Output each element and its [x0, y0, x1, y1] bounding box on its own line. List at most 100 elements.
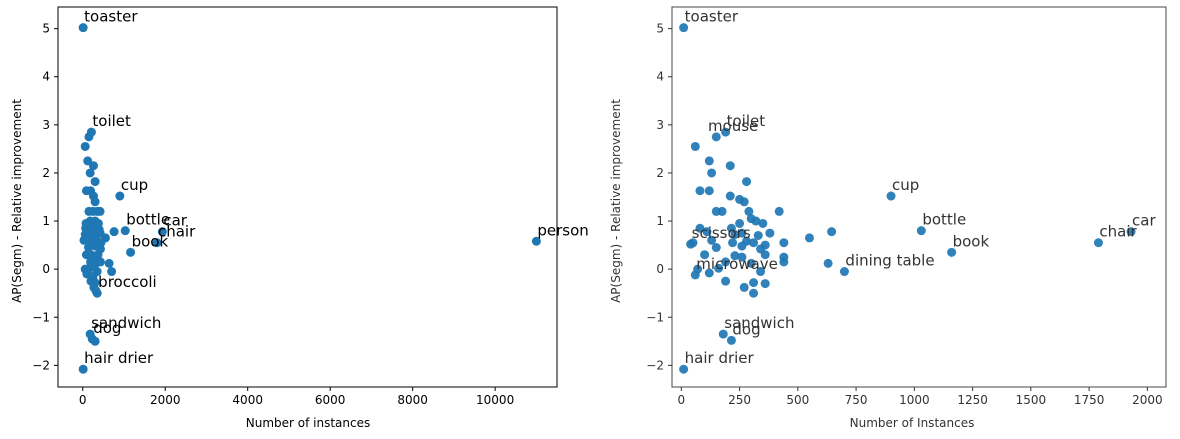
data-point: [737, 241, 747, 251]
point-annotation: hair drier: [685, 349, 755, 367]
plot-frame: [57, 6, 558, 388]
point-annotation: book: [953, 232, 990, 250]
data-point: [742, 177, 752, 187]
data-point: [115, 191, 125, 201]
data-point: [725, 161, 735, 171]
data-point: [756, 267, 766, 277]
x-tick-label: 2000: [150, 393, 181, 407]
x-tick-label: 2000: [1132, 393, 1163, 407]
point-annotation: toilet: [727, 112, 766, 130]
x-axis-label: Number of instances: [246, 416, 371, 430]
data-point: [707, 235, 717, 245]
data-point: [779, 238, 789, 248]
data-point: [760, 250, 770, 260]
x-tick-label: 6000: [315, 393, 346, 407]
data-point: [765, 228, 775, 238]
data-point: [737, 252, 747, 262]
y-tick-label: 1: [656, 214, 664, 228]
data-point: [746, 258, 756, 268]
point-annotation: chair: [1099, 223, 1137, 241]
data-point: [690, 270, 700, 280]
data-point: [839, 267, 849, 277]
y-tick-label: 2: [42, 166, 50, 180]
data-point: [707, 168, 717, 178]
data-point: [947, 247, 957, 257]
point-annotation: book: [132, 232, 169, 250]
data-point: [827, 227, 837, 237]
data-point: [126, 247, 136, 257]
y-tick-label: 3: [42, 118, 50, 132]
data-point: [100, 233, 110, 243]
data-point: [735, 218, 745, 228]
data-point: [702, 227, 712, 237]
point-annotation: dog: [93, 319, 121, 337]
point-annotation: bottle: [126, 211, 170, 229]
data-point: [109, 227, 119, 237]
y-tick-label: 0: [42, 262, 50, 276]
data-point: [744, 206, 754, 216]
data-point: [695, 223, 705, 233]
data-point: [1126, 227, 1136, 237]
data-point: [823, 258, 833, 268]
data-point: [730, 251, 740, 261]
data-point: [749, 238, 759, 248]
data-point: [152, 238, 162, 248]
y-tick-label: 2: [656, 166, 664, 180]
data-point: [739, 197, 749, 207]
data-point: [737, 228, 747, 238]
data-point: [774, 206, 784, 216]
x-tick-label: 1250: [957, 393, 988, 407]
data-point: [726, 335, 736, 345]
data-point: [93, 250, 103, 260]
data-point: [686, 239, 696, 249]
data-point: [749, 288, 759, 298]
data-point: [78, 364, 88, 374]
chart-right: Number of Instances AP(Segm) - Relative …: [609, 6, 1167, 430]
x-axis-label: Number of Instances: [850, 416, 975, 430]
y-tick-label: −2: [32, 358, 50, 372]
data-point: [721, 127, 731, 137]
point-annotation: chair: [158, 223, 196, 241]
point-annotation: dining table: [845, 252, 934, 270]
data-point: [531, 236, 541, 246]
point-annotation: bottle: [922, 211, 966, 229]
point-annotation: toaster: [685, 8, 739, 26]
y-tick-label: 4: [656, 70, 664, 84]
data-point: [85, 168, 95, 178]
data-point: [104, 258, 114, 268]
chart-left: Number of instances AP(Segm) - Relative …: [10, 6, 589, 430]
data-point: [679, 364, 689, 374]
x-tick-label: 0: [79, 393, 87, 407]
data-point: [804, 233, 814, 243]
y-tick-label: −2: [646, 358, 664, 372]
data-point: [704, 268, 714, 278]
data-point: [753, 230, 763, 240]
y-tick-label: 0: [656, 262, 664, 276]
data-point: [751, 216, 761, 226]
data-point: [721, 257, 731, 267]
point-annotation: person: [537, 221, 588, 239]
data-point: [679, 23, 689, 33]
x-tick-label: 10000: [476, 393, 514, 407]
point-annotation: scissors: [692, 224, 751, 242]
data-point: [714, 263, 724, 273]
plot-frame: [671, 6, 1167, 388]
point-annotation: car: [1132, 212, 1156, 230]
y-tick-label: 4: [42, 70, 50, 84]
data-point: [88, 161, 98, 171]
data-point: [758, 218, 768, 228]
data-point: [1093, 238, 1103, 248]
data-point: [711, 132, 721, 142]
x-tick-label: 8000: [397, 393, 428, 407]
y-axis-label: AP(Segm) - Relative improvement: [10, 99, 24, 303]
x-tick-label: 4000: [232, 393, 263, 407]
data-point: [725, 191, 735, 201]
x-tick-label: 1750: [1074, 393, 1105, 407]
data-point: [711, 243, 721, 253]
data-point: [90, 197, 100, 207]
data-point: [78, 23, 88, 33]
data-point: [749, 278, 759, 288]
data-point: [730, 230, 740, 240]
x-tick-label: 1000: [899, 393, 930, 407]
